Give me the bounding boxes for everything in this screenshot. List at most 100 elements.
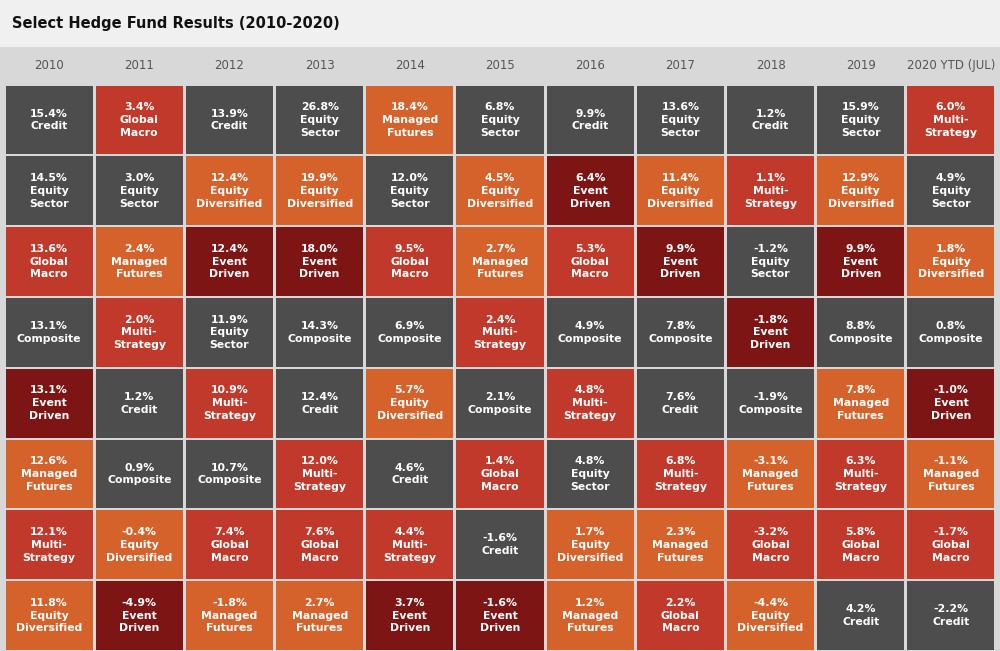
Text: 6.8%
Multi-
Strategy: 6.8% Multi- Strategy bbox=[654, 456, 707, 492]
FancyBboxPatch shape bbox=[0, 0, 1000, 47]
FancyBboxPatch shape bbox=[547, 227, 634, 296]
FancyBboxPatch shape bbox=[366, 156, 453, 225]
Text: 4.8%
Equity
Sector: 4.8% Equity Sector bbox=[570, 456, 610, 492]
FancyBboxPatch shape bbox=[6, 86, 93, 154]
FancyBboxPatch shape bbox=[276, 439, 363, 508]
FancyBboxPatch shape bbox=[637, 298, 724, 367]
Text: 12.0%
Equity
Sector: 12.0% Equity Sector bbox=[390, 173, 430, 208]
FancyBboxPatch shape bbox=[6, 298, 93, 367]
Text: 11.8%
Equity
Diversified: 11.8% Equity Diversified bbox=[16, 598, 82, 633]
Text: 2.4%
Managed
Futures: 2.4% Managed Futures bbox=[111, 244, 167, 279]
FancyBboxPatch shape bbox=[6, 439, 93, 508]
Text: 19.9%
Equity
Diversified: 19.9% Equity Diversified bbox=[287, 173, 353, 208]
FancyBboxPatch shape bbox=[186, 298, 273, 367]
FancyBboxPatch shape bbox=[276, 368, 363, 437]
Text: -4.9%
Event
Driven: -4.9% Event Driven bbox=[119, 598, 159, 633]
FancyBboxPatch shape bbox=[637, 368, 724, 437]
Text: 5.8%
Global
Macro: 5.8% Global Macro bbox=[841, 527, 880, 562]
Text: 6.8%
Equity
Sector: 6.8% Equity Sector bbox=[480, 102, 520, 138]
FancyBboxPatch shape bbox=[547, 439, 634, 508]
FancyBboxPatch shape bbox=[366, 581, 453, 650]
Text: 12.1%
Multi-
Strategy: 12.1% Multi- Strategy bbox=[23, 527, 76, 562]
Text: 8.8%
Composite: 8.8% Composite bbox=[828, 321, 893, 344]
Text: -0.4%
Equity
Diversified: -0.4% Equity Diversified bbox=[106, 527, 172, 562]
Text: 5.3%
Global
Macro: 5.3% Global Macro bbox=[571, 244, 610, 279]
Text: 9.9%
Event
Driven: 9.9% Event Driven bbox=[841, 244, 881, 279]
FancyBboxPatch shape bbox=[186, 439, 273, 508]
FancyBboxPatch shape bbox=[96, 156, 183, 225]
Text: 13.1%
Event
Driven: 13.1% Event Driven bbox=[29, 385, 69, 421]
FancyBboxPatch shape bbox=[907, 510, 994, 579]
Text: 2015: 2015 bbox=[485, 59, 515, 72]
FancyBboxPatch shape bbox=[456, 439, 544, 508]
FancyBboxPatch shape bbox=[547, 156, 634, 225]
FancyBboxPatch shape bbox=[456, 368, 544, 437]
Text: Select Hedge Fund Results (2010-2020): Select Hedge Fund Results (2010-2020) bbox=[12, 16, 340, 31]
FancyBboxPatch shape bbox=[637, 227, 724, 296]
Text: 6.4%
Event
Driven: 6.4% Event Driven bbox=[570, 173, 610, 208]
FancyBboxPatch shape bbox=[96, 368, 183, 437]
Text: -1.1%
Managed
Futures: -1.1% Managed Futures bbox=[923, 456, 979, 492]
Text: 7.6%
Credit: 7.6% Credit bbox=[662, 392, 699, 415]
FancyBboxPatch shape bbox=[637, 510, 724, 579]
Text: 10.9%
Multi-
Strategy: 10.9% Multi- Strategy bbox=[203, 385, 256, 421]
FancyBboxPatch shape bbox=[817, 86, 904, 154]
Text: 7.8%
Composite: 7.8% Composite bbox=[648, 321, 713, 344]
Text: 10.7%
Composite: 10.7% Composite bbox=[197, 463, 262, 486]
Text: 2.3%
Managed
Futures: 2.3% Managed Futures bbox=[652, 527, 708, 562]
FancyBboxPatch shape bbox=[907, 298, 994, 367]
Text: -1.8%
Managed
Futures: -1.8% Managed Futures bbox=[201, 598, 258, 633]
FancyBboxPatch shape bbox=[276, 298, 363, 367]
Text: 2.1%
Composite: 2.1% Composite bbox=[468, 392, 532, 415]
Text: -1.0%
Event
Driven: -1.0% Event Driven bbox=[931, 385, 971, 421]
Text: 2018: 2018 bbox=[756, 59, 785, 72]
FancyBboxPatch shape bbox=[276, 227, 363, 296]
FancyBboxPatch shape bbox=[456, 298, 544, 367]
FancyBboxPatch shape bbox=[817, 368, 904, 437]
Text: 7.4%
Global
Macro: 7.4% Global Macro bbox=[210, 527, 249, 562]
Text: 14.5%
Equity
Sector: 14.5% Equity Sector bbox=[29, 173, 69, 208]
Text: 7.8%
Managed
Futures: 7.8% Managed Futures bbox=[833, 385, 889, 421]
Text: 13.9%
Credit: 13.9% Credit bbox=[211, 109, 248, 132]
Text: 12.0%
Multi-
Strategy: 12.0% Multi- Strategy bbox=[293, 456, 346, 492]
FancyBboxPatch shape bbox=[547, 368, 634, 437]
Text: 2.7%
Managed
Futures: 2.7% Managed Futures bbox=[472, 244, 528, 279]
Text: -1.6%
Credit: -1.6% Credit bbox=[481, 533, 519, 556]
Text: 2017: 2017 bbox=[665, 59, 695, 72]
Text: 1.2%
Credit: 1.2% Credit bbox=[121, 392, 158, 415]
Text: 12.4%
Credit: 12.4% Credit bbox=[301, 392, 339, 415]
Text: -1.9%
Composite: -1.9% Composite bbox=[738, 392, 803, 415]
FancyBboxPatch shape bbox=[637, 439, 724, 508]
Text: 1.7%
Equity
Diversified: 1.7% Equity Diversified bbox=[557, 527, 623, 562]
FancyBboxPatch shape bbox=[727, 581, 814, 650]
Text: 1.2%
Managed
Futures: 1.2% Managed Futures bbox=[562, 598, 618, 633]
FancyBboxPatch shape bbox=[186, 581, 273, 650]
Text: 2014: 2014 bbox=[395, 59, 425, 72]
Text: 2012: 2012 bbox=[215, 59, 244, 72]
Text: 0.8%
Composite: 0.8% Composite bbox=[919, 321, 983, 344]
Text: 12.6%
Managed
Futures: 12.6% Managed Futures bbox=[21, 456, 77, 492]
Text: 4.9%
Equity
Sector: 4.9% Equity Sector bbox=[931, 173, 971, 208]
FancyBboxPatch shape bbox=[96, 581, 183, 650]
FancyBboxPatch shape bbox=[727, 298, 814, 367]
Text: 15.4%
Credit: 15.4% Credit bbox=[30, 109, 68, 132]
FancyBboxPatch shape bbox=[6, 227, 93, 296]
Text: 26.8%
Equity
Sector: 26.8% Equity Sector bbox=[300, 102, 339, 138]
FancyBboxPatch shape bbox=[6, 581, 93, 650]
Text: -3.2%
Global
Macro: -3.2% Global Macro bbox=[751, 527, 790, 562]
Text: 2.0%
Multi-
Strategy: 2.0% Multi- Strategy bbox=[113, 314, 166, 350]
FancyBboxPatch shape bbox=[547, 86, 634, 154]
Text: 1.1%
Multi-
Strategy: 1.1% Multi- Strategy bbox=[744, 173, 797, 208]
FancyBboxPatch shape bbox=[637, 581, 724, 650]
Text: 1.8%
Equity
Diversified: 1.8% Equity Diversified bbox=[918, 244, 984, 279]
Text: 2019: 2019 bbox=[846, 59, 876, 72]
FancyBboxPatch shape bbox=[456, 581, 544, 650]
FancyBboxPatch shape bbox=[727, 439, 814, 508]
FancyBboxPatch shape bbox=[366, 86, 453, 154]
FancyBboxPatch shape bbox=[907, 439, 994, 508]
Text: 9.9%
Credit: 9.9% Credit bbox=[572, 109, 609, 132]
FancyBboxPatch shape bbox=[186, 510, 273, 579]
Text: -2.2%
Credit: -2.2% Credit bbox=[932, 604, 970, 627]
FancyBboxPatch shape bbox=[186, 86, 273, 154]
Text: 3.0%
Equity
Sector: 3.0% Equity Sector bbox=[119, 173, 159, 208]
